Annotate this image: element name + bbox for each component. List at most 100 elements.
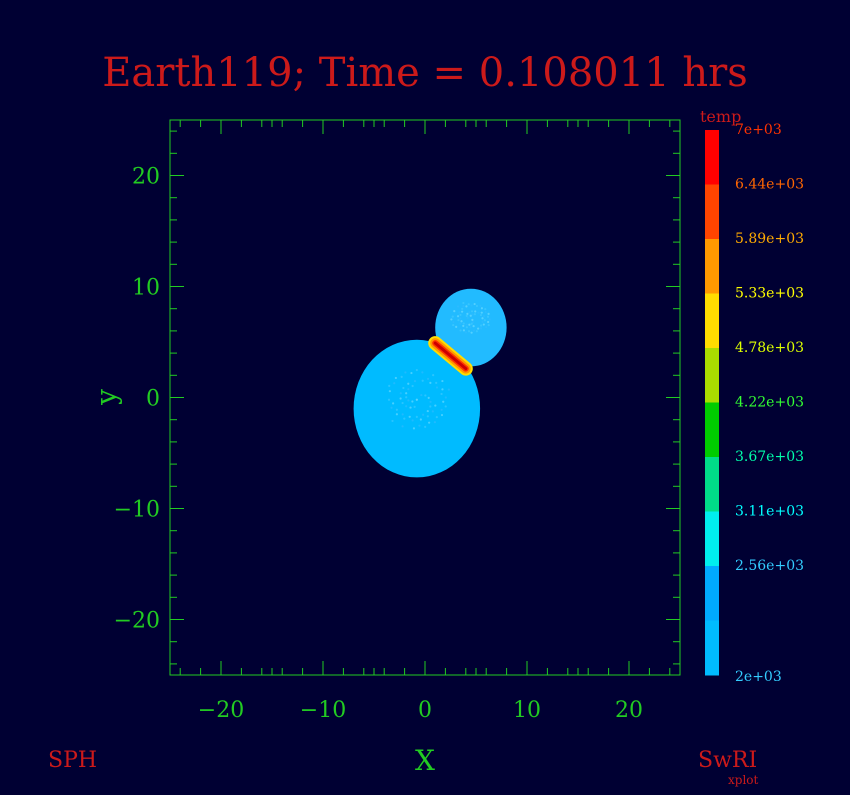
body-texture-point xyxy=(392,402,395,405)
body-texture-point xyxy=(402,386,405,390)
body-texture-point xyxy=(429,405,432,408)
body-texture-point xyxy=(440,413,444,417)
colorbar-swatch xyxy=(705,184,719,240)
body-texture-point xyxy=(477,311,480,314)
body-texture-point xyxy=(408,415,411,418)
body-texture-point xyxy=(479,304,482,307)
body-texture-point xyxy=(470,322,473,325)
body-texture-point xyxy=(468,323,471,326)
body-texture-point xyxy=(435,381,438,384)
body-texture-point xyxy=(407,382,410,385)
body-texture-point xyxy=(452,320,455,324)
body-texture-point xyxy=(447,388,450,391)
colorbar-swatch xyxy=(705,293,719,349)
body-texture-point xyxy=(458,311,461,314)
body-texture-point xyxy=(479,327,483,330)
colorbar-level-label: 2e+03 xyxy=(735,669,782,685)
body-texture-point xyxy=(477,327,480,330)
body-texture-point xyxy=(465,323,468,326)
body-texture-point xyxy=(462,301,465,305)
colorbar-swatch xyxy=(705,511,719,567)
body-texture-point xyxy=(452,323,455,327)
body-texture-point xyxy=(471,313,474,316)
body-texture-point xyxy=(399,397,402,400)
colorbar-level-label: 5.33e+03 xyxy=(735,286,804,302)
body-texture-point xyxy=(471,320,475,324)
body-texture-point xyxy=(473,302,476,306)
footer-right-label: SwRI xyxy=(698,748,757,773)
colorbar-level-label: 2.56e+03 xyxy=(735,558,804,574)
body-texture-point xyxy=(400,375,403,378)
body-texture-point xyxy=(403,417,406,420)
y-tick-label: 10 xyxy=(132,276,160,301)
body-texture-point xyxy=(427,396,430,399)
body-texture-point xyxy=(485,326,488,329)
body-texture-point xyxy=(481,320,484,324)
body-texture-point xyxy=(405,392,408,395)
body-texture-point xyxy=(451,315,454,318)
body-texture-point xyxy=(405,396,408,399)
body-texture-point xyxy=(482,323,485,326)
body-texture-point xyxy=(401,401,404,405)
body-texture-point xyxy=(462,324,465,328)
body-texture-point xyxy=(480,311,483,314)
body-texture-point xyxy=(424,394,427,397)
body-texture-point xyxy=(435,386,439,389)
x-tick-label: 10 xyxy=(513,698,541,723)
y-axis-label: y xyxy=(90,389,123,406)
body-texture-point xyxy=(426,377,430,380)
body-texture-point xyxy=(470,304,473,307)
body-texture-point xyxy=(404,371,407,374)
colorbar-level-label: 6.44e+03 xyxy=(735,177,804,193)
axis-ticks xyxy=(170,120,680,675)
body-texture-point xyxy=(480,324,483,327)
body-texture-point xyxy=(465,326,468,329)
body-texture-point xyxy=(482,315,486,318)
body-texture-point xyxy=(441,388,444,391)
body-texture-point xyxy=(411,400,414,403)
body-texture-point xyxy=(480,307,484,310)
body-texture-point xyxy=(466,312,469,316)
body-texture-point xyxy=(440,392,443,396)
body-texture-point xyxy=(409,406,412,409)
colorbar-level-label: 7e+03 xyxy=(735,122,782,138)
body-texture-point xyxy=(440,408,443,411)
y-tick-label: −10 xyxy=(114,498,160,523)
body-texture-point xyxy=(459,313,462,317)
body-texture-point xyxy=(444,396,447,399)
x-tick-label: −20 xyxy=(198,698,244,723)
body-texture-point xyxy=(456,305,460,308)
body-texture-point xyxy=(387,398,391,401)
body-texture-point xyxy=(422,413,425,416)
body-texture-point xyxy=(460,310,464,313)
colorbar: 7e+03 6.44e+03 5.89e+03 5.33e+03 4.78e+03 4.2… xyxy=(705,122,804,685)
body-texture-point xyxy=(429,400,432,403)
body-texture-point xyxy=(469,326,472,329)
body-texture-point xyxy=(413,380,417,383)
body-texture-point xyxy=(435,416,438,419)
body-texture-point xyxy=(407,399,410,402)
colorbar-title: temp xyxy=(700,107,741,126)
body-texture-point xyxy=(479,313,483,317)
body-texture-point xyxy=(390,406,393,409)
body-texture-point xyxy=(391,419,394,423)
body-texture-point xyxy=(456,315,460,318)
body-texture-point xyxy=(471,318,474,321)
contact-zone-band-4 xyxy=(433,341,468,371)
body-texture-point xyxy=(487,324,490,327)
body-texture-point xyxy=(470,310,474,313)
body-texture-point xyxy=(475,330,478,333)
body-texture-point xyxy=(460,320,463,323)
body-texture-point xyxy=(453,310,456,313)
body-texture-point xyxy=(420,393,423,397)
body-texture-point xyxy=(394,376,397,380)
x-tick-label: 0 xyxy=(418,698,432,723)
body-texture-point xyxy=(459,317,462,320)
body-texture-point xyxy=(405,405,408,408)
tick-labels: −20 −10 0 10 20 −20 −10 0 10 20 xyxy=(114,165,643,724)
body-texture-point xyxy=(473,313,476,316)
body-texture-point xyxy=(410,371,413,375)
body-texture-point xyxy=(444,405,447,408)
body-texture-point xyxy=(462,329,466,332)
